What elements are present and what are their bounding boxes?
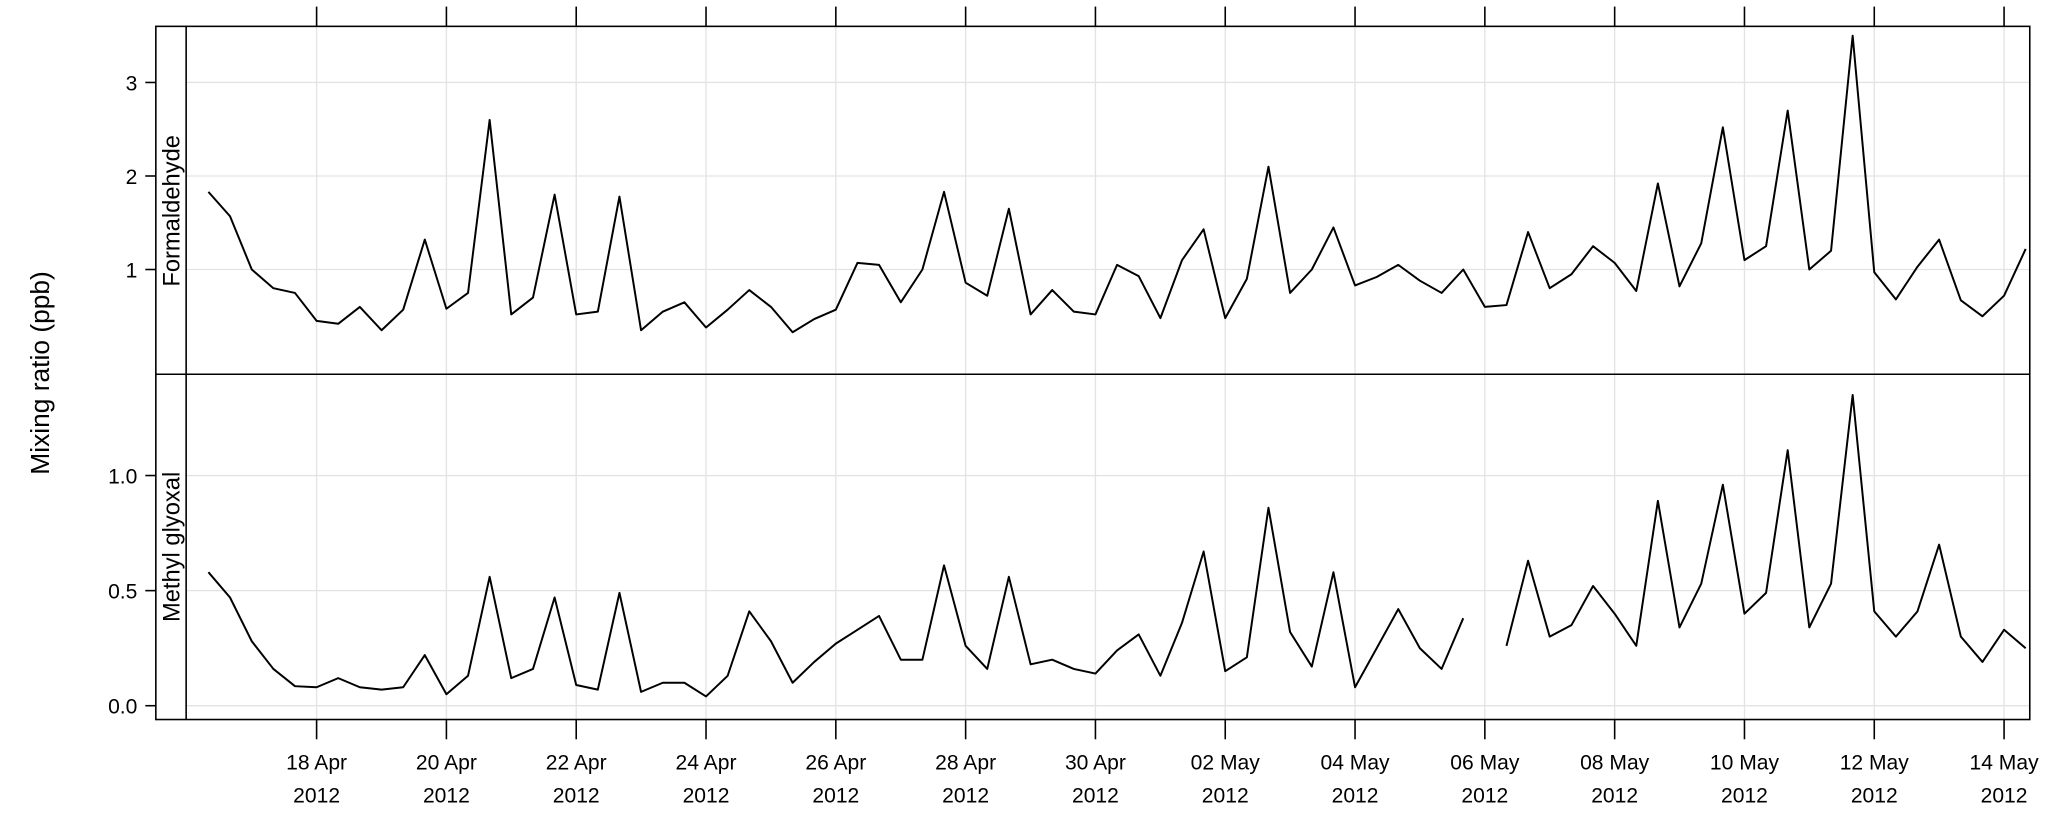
- y-tick-label: 0.0: [108, 696, 137, 719]
- x-tick-label: 08 May: [1580, 752, 1650, 775]
- x-tick-label-year: 2012: [423, 785, 470, 808]
- x-tick-label-year: 2012: [1461, 785, 1508, 808]
- panel-frames: [155, 25, 2031, 721]
- strip-label-methyl-glyoxal: Methyl glyoxal: [160, 472, 186, 622]
- x-tick-label: 14 May: [1970, 752, 2040, 775]
- x-tick-label: 06 May: [1450, 752, 1520, 775]
- gridlines: [186, 26, 2030, 720]
- x-tick-label: 18 Apr: [286, 752, 347, 775]
- series-line-methyl-glyoxal: [207, 506, 1465, 698]
- x-tick-label-year: 2012: [553, 785, 600, 808]
- series-lines: [207, 34, 2027, 698]
- x-tick-label: 10 May: [1710, 752, 1780, 775]
- x-tick-label: 04 May: [1320, 752, 1390, 775]
- y-tick-label: 1: [126, 259, 138, 282]
- x-tick-label-year: 2012: [1072, 785, 1119, 808]
- x-tick-label-year: 2012: [1851, 785, 1898, 808]
- series-line-methyl-glyoxal: [1505, 393, 2027, 663]
- x-tick-label: 24 Apr: [676, 752, 737, 775]
- y-tick-label: 0.5: [108, 581, 137, 604]
- x-tick-label: 12 May: [1840, 752, 1910, 775]
- strip-label-formaldehyde: Formaldehyde: [160, 135, 186, 287]
- x-tick-label-year: 2012: [1591, 785, 1638, 808]
- x-tick-label: 26 Apr: [805, 752, 866, 775]
- x-tick-label: 30 Apr: [1065, 752, 1126, 775]
- series-line-formaldehyde: [207, 34, 2027, 334]
- y-tick-label: 3: [126, 72, 138, 95]
- x-tick-label: 20 Apr: [416, 752, 477, 775]
- x-tick-label: 28 Apr: [935, 752, 996, 775]
- x-tick-label-year: 2012: [812, 785, 859, 808]
- y-axis-title: Mixing ratio (ppb): [25, 271, 55, 475]
- plot-frame: [155, 25, 2031, 721]
- y-tick-label: 2: [126, 166, 138, 189]
- x-tick-label-year: 2012: [293, 785, 340, 808]
- axis-ticks: 18 Apr 2012 20 Apr 2012 22 Apr 2012 24 Apr 2012…: [108, 6, 2040, 808]
- x-tick-label-year: 2012: [1981, 785, 2028, 808]
- x-tick-label: 02 May: [1191, 752, 1261, 775]
- x-tick-label-year: 2012: [1332, 785, 1379, 808]
- x-tick-label-year: 2012: [1721, 785, 1768, 808]
- x-tick-label-year: 2012: [683, 785, 730, 808]
- x-tick-label: 22 Apr: [546, 752, 607, 775]
- x-tick-label-year: 2012: [1202, 785, 1249, 808]
- y-tick-label: 1.0: [108, 465, 137, 488]
- x-tick-label-year: 2012: [942, 785, 989, 808]
